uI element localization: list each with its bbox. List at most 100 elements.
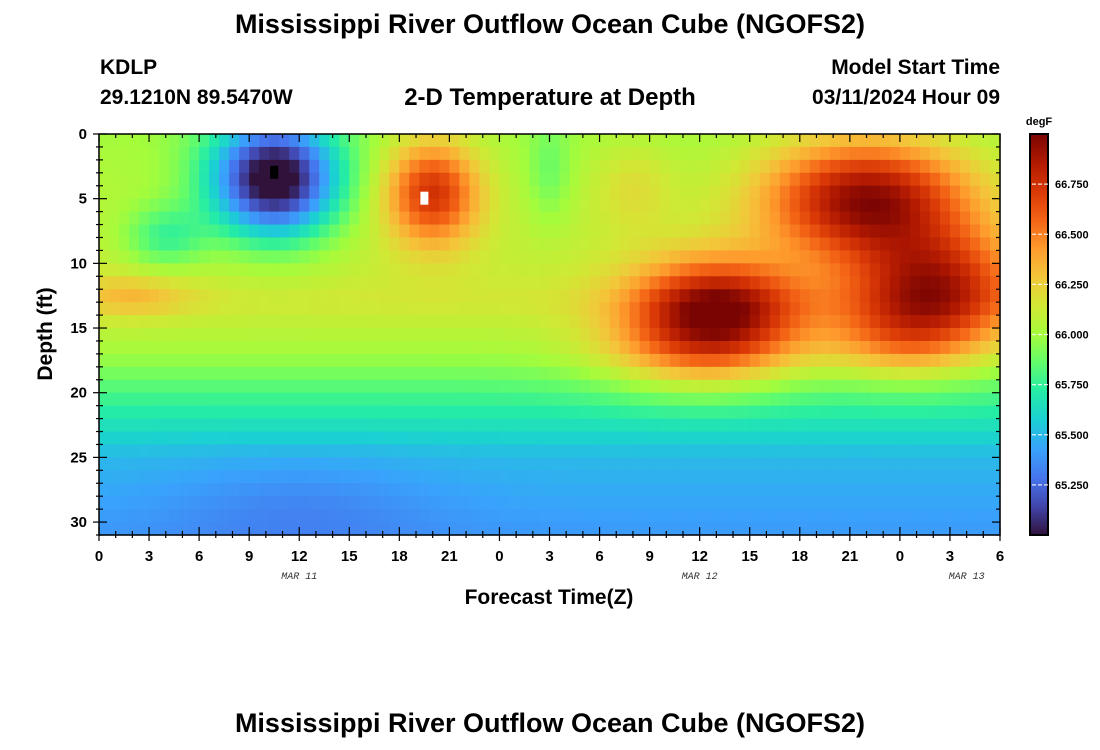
heatmap-cell <box>119 392 130 407</box>
heatmap-cell <box>199 418 210 433</box>
heatmap-cell <box>759 250 771 264</box>
heatmap-cell <box>889 470 901 484</box>
heatmap-cell <box>709 250 721 264</box>
heatmap-cell <box>609 289 621 303</box>
heatmap-cell <box>819 353 831 368</box>
heatmap-cell <box>509 353 521 368</box>
heatmap-cell <box>149 263 160 277</box>
heatmap-cell <box>659 470 671 484</box>
heatmap-cell <box>349 237 360 252</box>
heatmap-cell <box>869 276 881 290</box>
heatmap-cell <box>959 366 971 381</box>
heatmap-cell <box>669 509 681 523</box>
heatmap-cell <box>949 328 961 342</box>
heatmap-cell <box>429 211 440 226</box>
heatmap-cell <box>919 146 931 161</box>
heatmap-cell <box>859 263 871 277</box>
heatmap-cell <box>199 172 210 187</box>
heatmap-cell <box>749 198 761 213</box>
heatmap-cell <box>989 134 1001 148</box>
heatmap-cell <box>529 211 541 226</box>
heatmap-cell <box>569 172 581 187</box>
heatmap-cell <box>859 379 871 394</box>
heatmap-cell <box>269 418 280 433</box>
heatmap-cell <box>789 315 801 329</box>
heatmap-cell <box>849 289 861 303</box>
heatmap-cell <box>399 457 410 471</box>
heatmap-cell <box>469 302 481 316</box>
heatmap-cell <box>569 328 581 342</box>
heatmap-cell <box>599 418 611 433</box>
heatmap-cell <box>739 509 751 523</box>
heatmap-cell <box>669 159 681 174</box>
heatmap-cell <box>309 198 320 213</box>
heatmap-cell <box>349 289 360 303</box>
heatmap-cell <box>929 405 941 420</box>
heatmap-cell <box>759 392 771 407</box>
heatmap-cell <box>249 328 260 342</box>
heatmap-cell <box>539 185 551 200</box>
heatmap-cell <box>229 237 240 252</box>
heatmap-cell <box>979 289 991 303</box>
heatmap-cell <box>829 405 841 420</box>
heatmap-cell <box>589 405 601 420</box>
heatmap-cell <box>929 522 941 536</box>
heatmap-cell <box>489 431 501 446</box>
heatmap-cell <box>579 379 591 394</box>
heatmap-cell <box>139 198 150 213</box>
heatmap-cell <box>499 172 511 187</box>
heatmap-cell <box>809 457 821 471</box>
heatmap-cell <box>689 457 701 471</box>
heatmap-cell <box>349 522 360 536</box>
heatmap-cell <box>949 211 961 226</box>
heatmap-cell <box>619 496 631 510</box>
heatmap-cell <box>199 185 210 200</box>
heatmap-cell <box>189 431 200 446</box>
heatmap-cell <box>159 496 170 510</box>
heatmap-cell <box>159 134 170 148</box>
colorbar-tick-label: 66.250 <box>1055 279 1089 291</box>
heatmap-cell <box>899 418 911 433</box>
heatmap-cell <box>339 211 350 226</box>
heatmap-cell <box>479 366 491 381</box>
heatmap-cell <box>729 198 741 213</box>
heatmap-cell <box>619 328 631 342</box>
heatmap-cell <box>609 237 621 252</box>
heatmap-cell <box>819 509 831 523</box>
heatmap-cell <box>369 224 380 239</box>
heatmap-cell <box>869 483 881 497</box>
heatmap-cell <box>379 483 390 497</box>
heatmap-cell <box>139 328 150 342</box>
heatmap-cell <box>259 483 270 497</box>
heatmap-cell <box>139 366 150 381</box>
heatmap-cell <box>839 509 851 523</box>
heatmap-cell <box>129 185 140 200</box>
heatmap-cell <box>729 353 741 368</box>
x-tick-label: 3 <box>946 548 954 565</box>
heatmap-cell <box>869 496 881 510</box>
heatmap-cell <box>839 353 851 368</box>
heatmap-cell <box>99 353 110 368</box>
heatmap-cell <box>619 172 631 187</box>
heatmap-cell <box>419 366 430 381</box>
heatmap-cell <box>639 224 651 239</box>
heatmap-cell <box>879 418 891 433</box>
heatmap-cell <box>729 315 741 329</box>
heatmap-cell <box>189 211 200 226</box>
heatmap-cell <box>729 172 741 187</box>
heatmap-cell <box>769 509 781 523</box>
heatmap-cell <box>719 134 731 148</box>
heatmap-cell <box>139 159 150 174</box>
heatmap-cell <box>879 276 891 290</box>
heatmap-cell <box>919 134 931 148</box>
heatmap-cell <box>669 353 681 368</box>
heatmap-cell <box>639 457 651 471</box>
heatmap-cell <box>919 198 931 213</box>
heatmap-cell <box>939 185 951 200</box>
heatmap-cell <box>679 237 691 252</box>
heatmap-cell <box>249 185 260 200</box>
heatmap-cell <box>369 509 380 523</box>
heatmap-cell <box>179 328 190 342</box>
heatmap-cell <box>169 340 180 355</box>
heatmap-cell <box>299 418 310 433</box>
